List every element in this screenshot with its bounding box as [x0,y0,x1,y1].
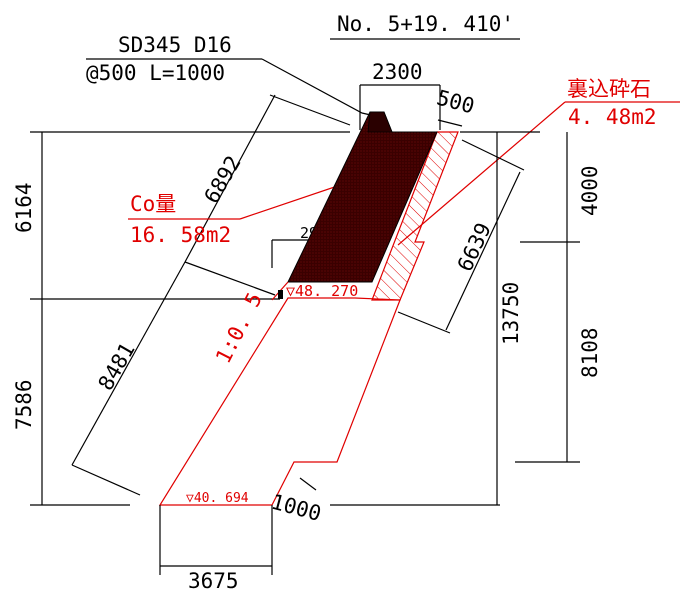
dim-back-slope-length: 6639 [453,219,496,275]
dim-upper-slope-ext [269,94,351,126]
dim-crest-to-step: 6164 [12,182,36,233]
dim-upper-slope-line [184,94,276,263]
dim-lower-slope-length: 8481 [94,339,140,395]
concrete-area: 16. 58m2 [130,223,231,247]
concrete-wall-cap [367,111,393,133]
dim-back-slope-ext-bottom [397,311,451,334]
dim-lower-height: 7586 [12,379,36,430]
dim-right-upper: 4000 [578,165,602,216]
dim-total-height: 13750 [499,282,523,345]
backfill-area: 4. 48m2 [568,105,657,129]
rebar-spec-line2: @500 L=1000 [86,61,225,85]
dim-backfill-width-line [437,119,463,127]
dim-back-slope-line [445,171,521,331]
dim-bottom-backfill-line [299,477,317,491]
backfill-hatched-region [371,131,459,301]
dim-lower-slope-ext-bottom [71,464,141,496]
dim-right-lower: 8108 [578,327,602,378]
dim-back-slope-ext-top [461,139,525,171]
dim-upper-slope-length: 6892 [200,152,246,208]
dim-top-width: 2300 [372,60,423,84]
backfill-leader-line [397,101,566,246]
rebar-spec-line1: SD345 D16 [118,33,232,57]
lower-excavation-outline [158,297,401,506]
backfill-label: 裏込砕石 [567,77,651,101]
step-marker [278,290,283,299]
station-label: No. 5+19. 410' [337,12,514,36]
dim-lower-slope-ext [184,261,276,296]
dim-bottom-width: 3675 [188,569,239,593]
rebar-leader-line [261,58,376,117]
dim-lower-slope-line [71,261,186,466]
elevation-lower: ▽40. 694 [186,491,249,506]
dim-bottom-backfill: 1000 [269,490,324,526]
elevation-upper: ▽48. 270 [286,282,358,300]
slope-ratio: 1:0. 5 [211,289,267,367]
concrete-label: Co量 [130,192,176,216]
